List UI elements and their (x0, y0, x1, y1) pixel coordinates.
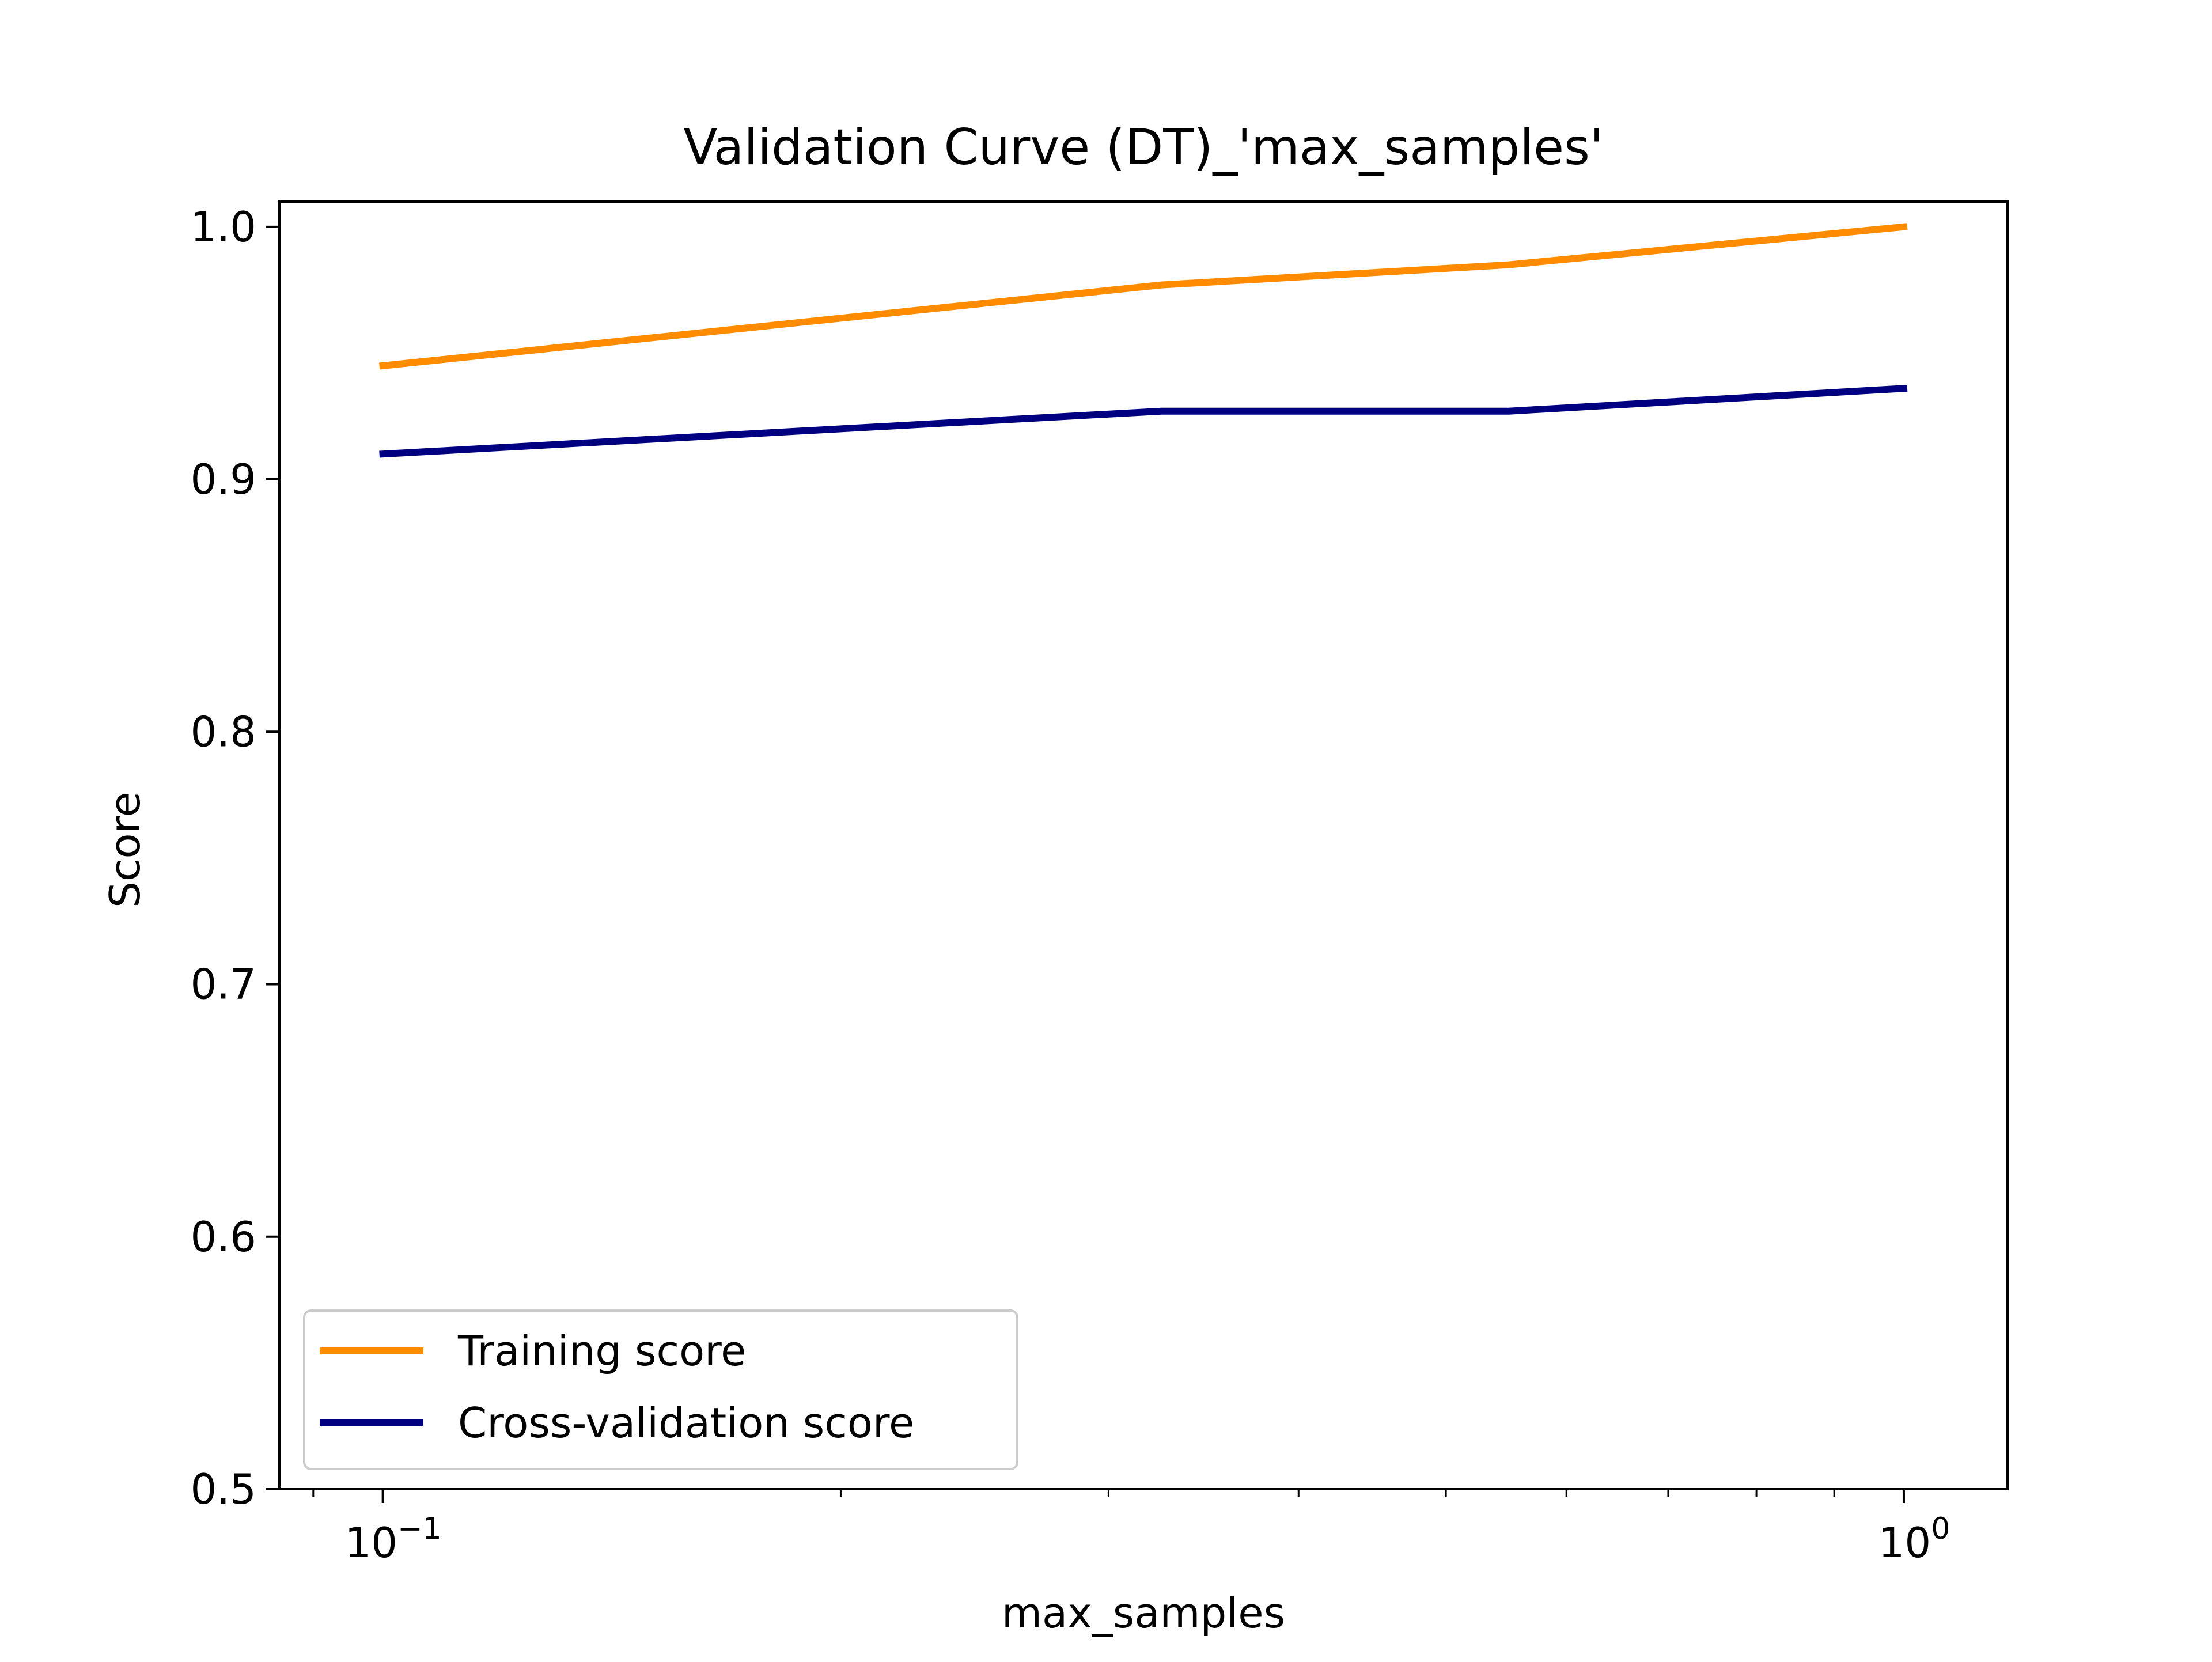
x-tick-label: 100 (1878, 1512, 1950, 1567)
legend-box (303, 1309, 1018, 1470)
chart-title: Validation Curve (DT)_'max_samples' (683, 119, 1603, 176)
y-tick-label: 0.6 (190, 1213, 256, 1261)
series-line-cross-validation-score (379, 384, 1908, 458)
legend-label: Training score (457, 1327, 746, 1375)
y-axis-label: Score (101, 792, 149, 908)
legend-label: Cross-validation score (458, 1399, 914, 1447)
legend: Training score Cross-validation score (303, 1309, 1018, 1470)
y-tick-label: 0.5 (190, 1465, 256, 1513)
y-tick-label: 0.7 (190, 960, 256, 1009)
series-line-training-score (379, 223, 1908, 370)
x-tick-label: 10−1 (344, 1512, 441, 1567)
y-tick-label: 0.8 (190, 707, 256, 756)
y-tick-label: 0.9 (190, 455, 256, 503)
y-tick-label: 1.0 (190, 203, 256, 251)
x-axis-label: max_samples (1002, 1589, 1285, 1637)
plot-area: 0.5 0.6 0.7 0.8 0.9 1.0 10−1 100 (190, 200, 2009, 1567)
axes-frame (278, 200, 2009, 1490)
